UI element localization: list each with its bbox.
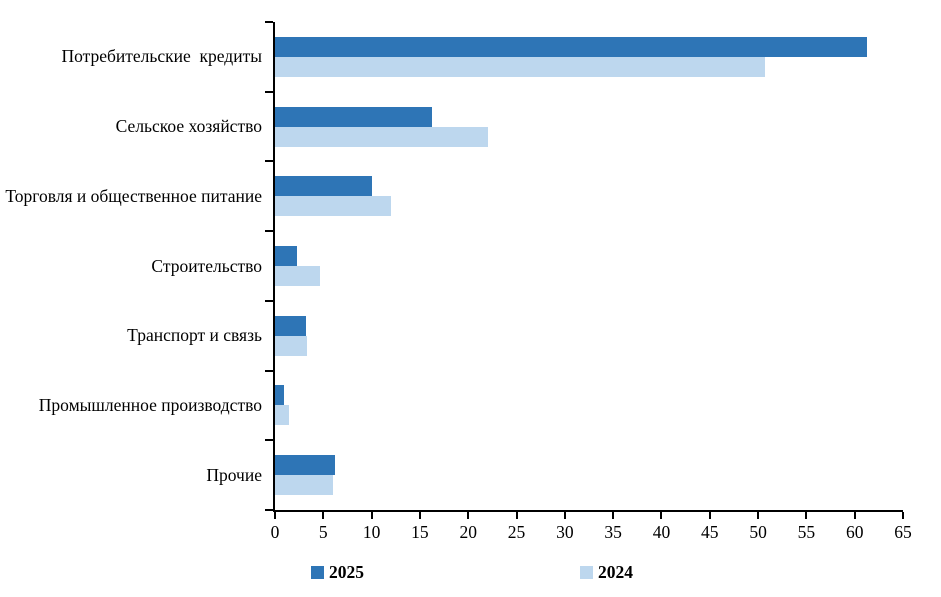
category-label: Потребительские кредиты bbox=[61, 46, 262, 67]
legend-item-2024: 2024 bbox=[580, 562, 633, 583]
x-axis-tick bbox=[660, 512, 663, 519]
legend-label: 2024 bbox=[598, 562, 633, 582]
bar-2025 bbox=[275, 315, 306, 336]
x-axis-tick-label: 5 bbox=[318, 522, 328, 542]
bar-2025 bbox=[275, 176, 372, 197]
x-axis-tick-label: 30 bbox=[556, 522, 574, 542]
category-label: Прочие bbox=[206, 464, 262, 485]
legend-label: 2025 bbox=[329, 562, 364, 582]
bar-row bbox=[275, 371, 903, 441]
x-axis-tick bbox=[274, 512, 276, 519]
x-axis-tick-label: 15 bbox=[411, 522, 429, 542]
bar-2024 bbox=[275, 126, 488, 147]
category-label: Транспорт и связь bbox=[127, 325, 262, 346]
x-axis-tick-label: 25 bbox=[507, 522, 526, 542]
bar-2025 bbox=[275, 385, 284, 406]
x-axis-tick-label: 50 bbox=[749, 522, 767, 542]
bar-2024 bbox=[275, 196, 391, 217]
x-axis-tick bbox=[612, 512, 615, 519]
bar-2024 bbox=[275, 475, 333, 496]
category-labels: Потребительские кредиты Сельское хозяйств… bbox=[0, 22, 262, 510]
bar-2024 bbox=[275, 266, 321, 287]
bar-2024 bbox=[275, 56, 765, 77]
y-axis-tick bbox=[265, 160, 273, 163]
x-axis-tick bbox=[853, 512, 856, 519]
plot-area: 0 5 10 15 20 25 30 35 40 45 50 55 60 65 bbox=[265, 21, 912, 542]
bar-2025 bbox=[275, 36, 868, 57]
bar-row bbox=[275, 92, 903, 162]
bar-rows bbox=[275, 22, 903, 510]
x-axis-tick bbox=[515, 512, 518, 519]
y-axis-tick bbox=[265, 369, 273, 372]
category-label: Сельское хозяйство bbox=[115, 116, 262, 137]
y-axis-tick bbox=[265, 439, 273, 442]
x-axis-tick-label: 0 bbox=[270, 522, 280, 542]
x-axis-tick-label: 45 bbox=[701, 522, 719, 542]
x-axis-tick-label: 10 bbox=[362, 522, 381, 542]
y-axis-tick bbox=[265, 299, 273, 302]
bar-2025 bbox=[275, 455, 335, 476]
bar-2025 bbox=[275, 106, 433, 127]
x-axis-tick bbox=[757, 512, 760, 519]
bar-row bbox=[275, 231, 903, 301]
x-axis-tick-label: 35 bbox=[604, 522, 622, 542]
x-axis-tick-label: 20 bbox=[459, 522, 477, 542]
legend-swatch-icon bbox=[580, 566, 593, 579]
y-axis-tick bbox=[265, 21, 273, 23]
legend-swatch-icon bbox=[311, 566, 324, 579]
x-axis-tick bbox=[805, 512, 808, 519]
legend-item-2025: 2025 bbox=[311, 562, 364, 583]
bar-row bbox=[275, 301, 903, 371]
x-axis-tick-label: 60 bbox=[845, 522, 864, 542]
category-label: Промышленное производство bbox=[38, 395, 262, 416]
category-label: Торговля и общественное питание bbox=[5, 185, 262, 206]
x-axis-tick bbox=[708, 512, 711, 519]
bar-row bbox=[275, 161, 903, 231]
x-axis-tick bbox=[370, 512, 373, 519]
bar-row bbox=[275, 440, 903, 510]
bar-2024 bbox=[275, 335, 307, 356]
x-axis-tick bbox=[322, 512, 325, 519]
x-axis-tick-label: 65 bbox=[894, 522, 912, 542]
y-axis-tick bbox=[265, 509, 273, 511]
y-axis-tick bbox=[265, 230, 273, 233]
x-axis-tick bbox=[563, 512, 566, 519]
x-axis-tick bbox=[418, 512, 421, 519]
x-axis-tick-label: 55 bbox=[797, 522, 816, 542]
y-axis-tick bbox=[265, 90, 273, 93]
category-label: Строительство bbox=[151, 255, 262, 276]
bar-row bbox=[275, 22, 903, 92]
x-axis-tick-label: 40 bbox=[652, 522, 671, 542]
x-axis-tick bbox=[902, 512, 904, 519]
x-axis-tick bbox=[467, 512, 470, 519]
bar-2024 bbox=[275, 405, 289, 426]
bar-2025 bbox=[275, 246, 298, 267]
